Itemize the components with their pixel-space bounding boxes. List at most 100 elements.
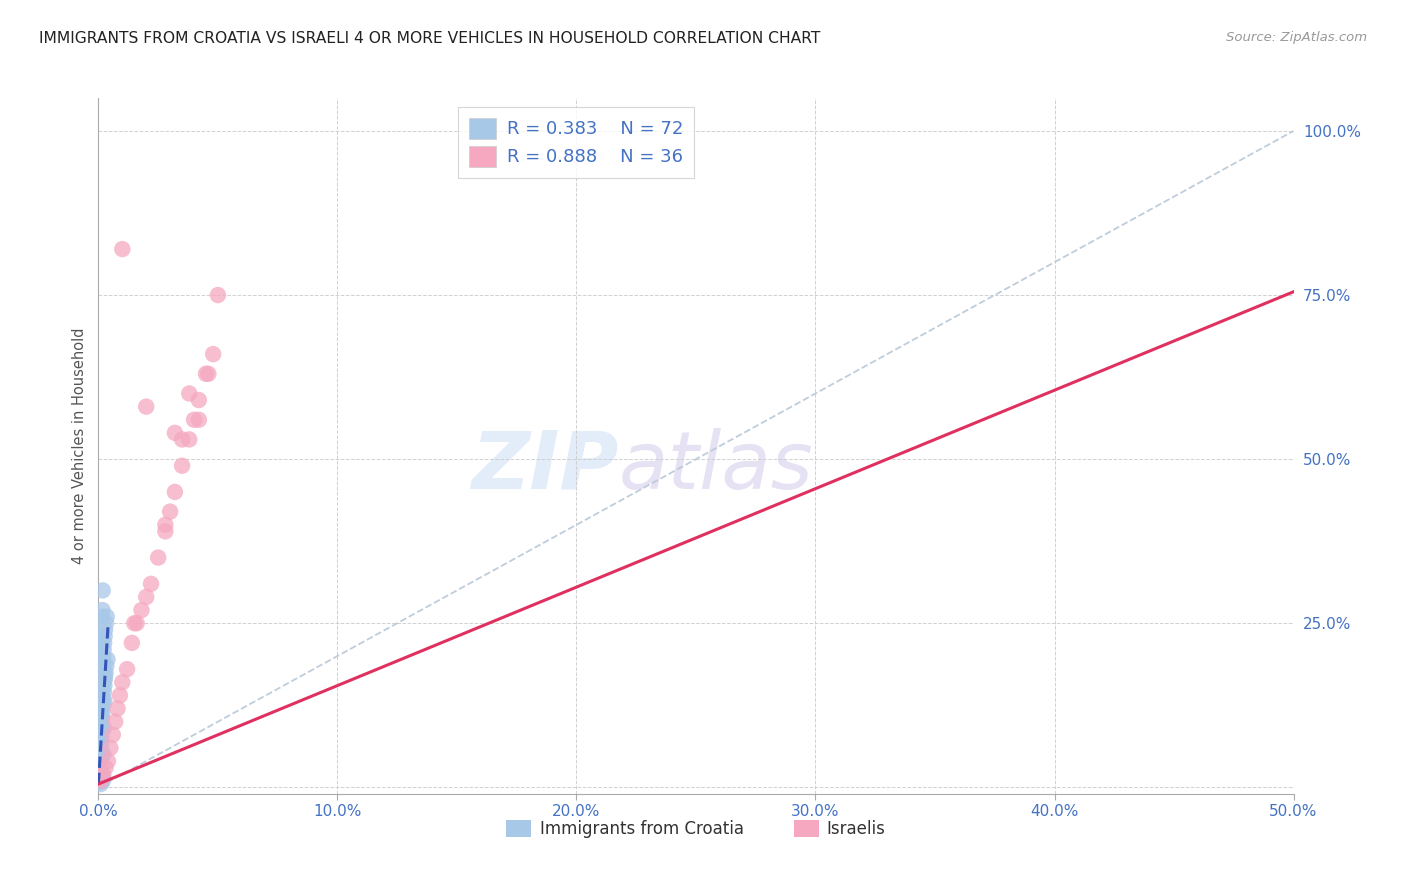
Text: ZIP: ZIP [471,428,619,506]
Point [89,761,111,775]
Point [89,768,111,782]
Point [90,777,112,791]
Point [172,458,194,473]
Text: Source: ZipAtlas.com: Source: ZipAtlas.com [1226,31,1367,45]
Point [89,754,111,768]
Point [163,485,186,500]
Text: IMMIGRANTS FROM CROATIA VS ISRAELI 4 OR MORE VEHICLES IN HOUSEHOLD CORRELATION C: IMMIGRANTS FROM CROATIA VS ISRAELI 4 OR … [39,31,821,46]
Point [90,744,112,758]
Point [90,724,112,739]
Point [183,413,205,427]
Point [90,695,112,709]
Point [101,728,124,742]
Point [115,662,138,676]
Point [135,590,157,604]
Point [90,656,112,670]
Point [125,616,148,631]
Point [91,583,114,598]
Point [135,400,157,414]
Point [96,652,118,666]
Point [202,347,225,361]
Point [90,708,112,723]
Point [93,636,115,650]
Point [91,675,114,690]
Point [172,433,194,447]
Point [163,425,186,440]
Point [91,773,114,788]
Point [94,669,117,683]
Point [159,505,181,519]
Point [91,609,114,624]
Point [89,761,111,775]
Point [96,609,118,624]
Point [89,767,111,781]
Legend: Immigrants from Croatia, Israelis: Immigrants from Croatia, Israelis [499,814,893,845]
Point [90,751,112,765]
Point [89,740,111,755]
Point [93,675,115,690]
Point [89,728,111,742]
Point [91,603,114,617]
Point [139,577,162,591]
Point [155,517,177,532]
Point [93,691,115,706]
Point [111,242,134,256]
Point [148,550,170,565]
Point [94,672,117,686]
Point [90,773,112,788]
Point [90,689,112,703]
Point [90,714,112,729]
Point [91,771,114,785]
Point [87,773,110,788]
Point [91,656,114,670]
Point [91,629,114,643]
Point [197,367,219,381]
Point [94,761,117,775]
Point [90,708,112,723]
Point [155,524,177,539]
Point [90,689,112,703]
Point [124,616,146,631]
Point [93,629,115,643]
Point [90,721,112,735]
Point [94,665,117,680]
Point [90,636,112,650]
Point [89,740,111,755]
Point [91,718,114,732]
Point [93,695,115,709]
Point [90,662,112,676]
Point [89,772,111,787]
Point [91,698,114,713]
Point [89,734,111,748]
Point [97,754,120,768]
Point [91,711,114,725]
Point [195,367,218,381]
Point [104,714,127,729]
Point [90,738,112,752]
Point [89,714,111,729]
Y-axis label: 4 or more Vehicles in Household: 4 or more Vehicles in Household [72,327,87,565]
Point [90,731,112,745]
Point [90,681,112,696]
Point [96,659,118,673]
Point [91,648,114,663]
Point [121,636,143,650]
Point [89,775,111,789]
Point [107,701,129,715]
Point [111,675,134,690]
Point [93,685,115,699]
Point [89,771,111,785]
Point [90,701,112,715]
Point [91,681,114,696]
Point [89,747,111,762]
Point [89,767,111,781]
Point [94,616,117,631]
Point [93,679,115,693]
Point [93,721,115,735]
Point [91,662,114,676]
Point [179,433,201,447]
Point [94,623,117,637]
Point [91,767,114,781]
Point [93,642,115,657]
Point [187,413,209,427]
